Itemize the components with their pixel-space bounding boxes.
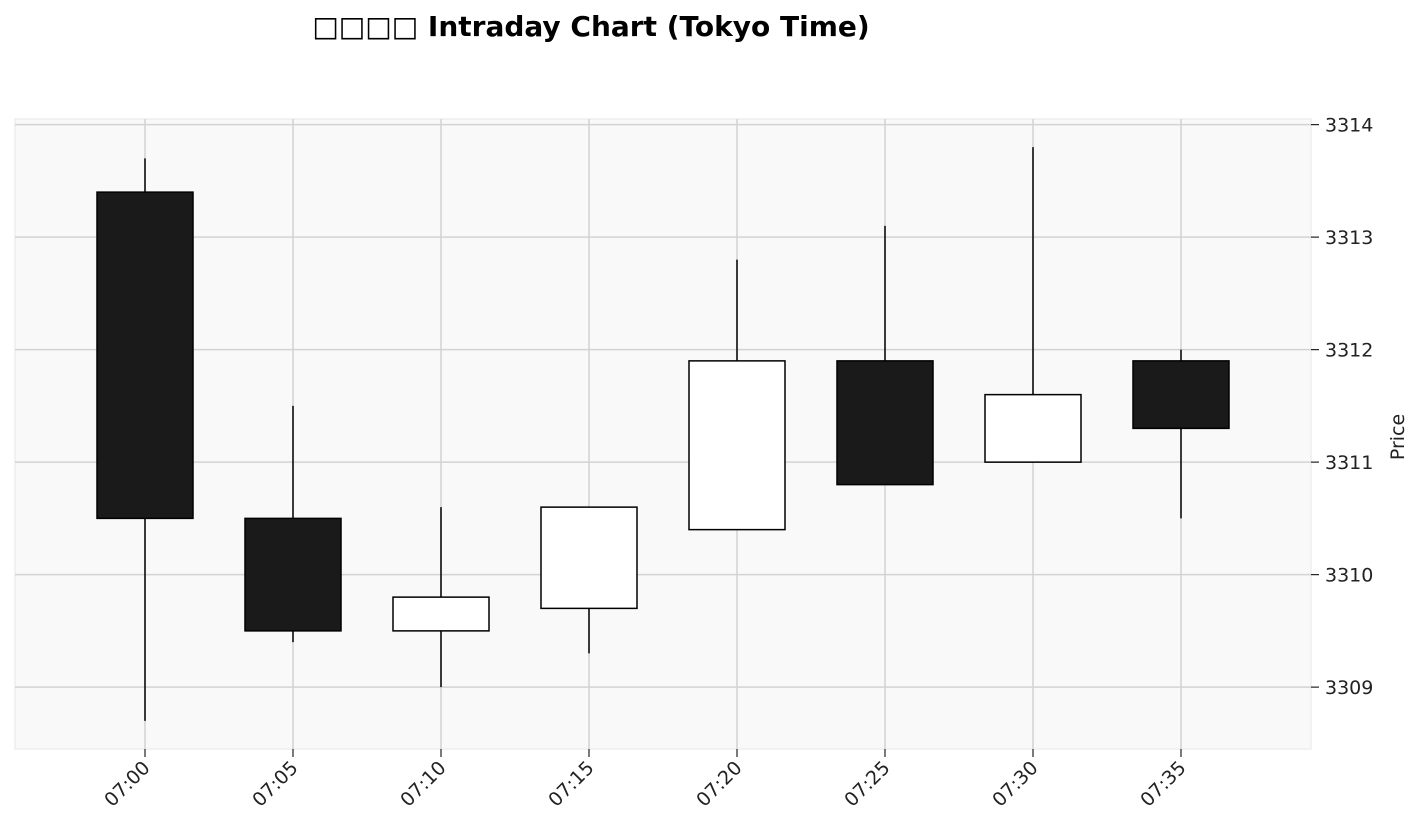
candle-body-down <box>836 360 934 486</box>
candle-body-down <box>1132 360 1230 430</box>
candles <box>96 147 1230 721</box>
x-tick-label: 07:05 <box>248 757 302 811</box>
candle-body-up <box>688 360 786 531</box>
chart-title: □□□□ Intraday Chart (Tokyo Time) <box>312 10 870 43</box>
y-tick-label: 3312 <box>1325 340 1373 362</box>
candle-body-up <box>540 506 638 610</box>
x-tick-label: 07:25 <box>840 757 894 811</box>
x-tick-label: 07:35 <box>1136 757 1190 811</box>
y-tick-label: 3310 <box>1325 565 1373 587</box>
y-tick-label: 3314 <box>1325 115 1373 137</box>
y-tick-label: 3309 <box>1325 677 1373 699</box>
x-tick-label: 07:00 <box>100 757 154 811</box>
x-tick-label: 07:15 <box>544 757 598 811</box>
candle-body-up <box>984 393 1082 463</box>
x-tick-label: 07:20 <box>692 757 746 811</box>
x-tick-label: 07:10 <box>396 757 450 811</box>
plot-area <box>14 118 1312 750</box>
x-tick-label: 07:30 <box>988 757 1042 811</box>
y-tick-label: 3313 <box>1325 227 1373 249</box>
candle-body-down <box>96 191 194 520</box>
y-tick-label: 3311 <box>1325 452 1373 474</box>
candle-body-up <box>392 596 490 632</box>
y-axis-label: Price <box>1387 414 1409 460</box>
candle-body-down <box>244 517 342 632</box>
